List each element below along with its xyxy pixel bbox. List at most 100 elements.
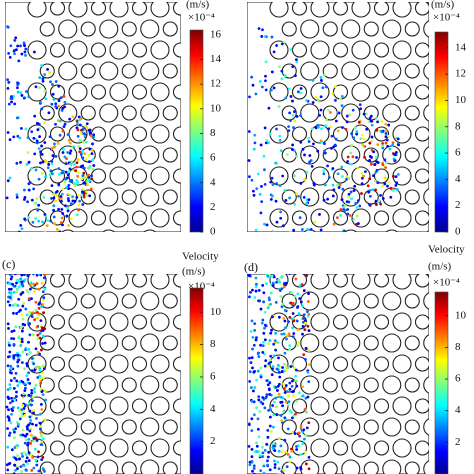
pillar [414,398,429,414]
tracer [296,305,300,308]
pillar [131,126,148,142]
tracer [365,112,368,116]
tracer [9,44,13,48]
tracer [15,161,19,165]
pillar [404,105,420,121]
tracer [263,352,266,356]
tracer [52,196,56,200]
tracer [24,307,28,311]
tracer [334,137,338,141]
tracer [299,181,303,185]
pillar [39,189,55,205]
tracer [29,453,33,457]
tracer [22,451,26,455]
tracer [272,50,276,54]
tracer [26,151,30,154]
tracer [12,94,16,98]
tracer [59,221,63,225]
tracer [32,439,35,443]
tracer [275,44,279,47]
colorbar-title: Velocity [182,251,219,263]
tracer [281,468,285,472]
pillar [332,398,349,414]
tracer [29,403,33,407]
tracer [252,413,256,417]
tracer [324,124,327,128]
tracer [31,422,34,426]
pillar [172,2,181,16]
tracer [60,109,64,112]
tracer [323,151,327,155]
tracer [20,329,24,333]
tracer [305,202,309,206]
tracer [34,347,38,351]
tracer [360,133,364,137]
pillar [121,419,137,435]
pillar [281,147,297,163]
tracer [292,110,296,114]
tracer [272,241,275,244]
tracer [38,76,42,79]
tracer [27,437,31,441]
tracer [317,125,320,129]
tracer [27,188,31,192]
tracer [59,96,63,100]
tracer [262,341,265,344]
tracer [261,28,264,32]
tracer [80,177,84,181]
tracer [29,167,33,170]
tracer [351,155,355,159]
pillar [286,231,293,232]
tracer [21,428,25,432]
tracer [17,59,21,63]
tracer [11,271,14,274]
tracer [384,122,388,126]
tracer [54,122,57,126]
tracer [23,278,27,282]
pillar [58,19,78,39]
pillar [131,42,148,58]
tracer [32,50,36,54]
tracer [272,354,276,358]
pillar [426,230,429,232]
tracer [37,274,41,276]
pillar [140,19,160,39]
tracer [265,139,269,142]
tracer [287,125,291,129]
tracer [82,171,86,175]
tracer [265,393,269,397]
tracer [302,289,306,292]
tracer [250,417,254,421]
tracer [277,278,281,282]
tracer [61,212,65,215]
pillar [310,274,330,290]
tracer [288,111,292,115]
tracer [291,326,295,330]
tracer [329,242,332,245]
tracer [275,127,278,131]
tracer [280,332,284,336]
tracer [295,192,299,196]
tracer [380,130,384,134]
tracer [50,245,53,248]
tracer [260,200,264,204]
tracer [295,466,299,470]
pillar [341,103,361,123]
tracer [383,182,387,186]
tracer [288,347,291,351]
pillar [322,21,338,37]
tracer [80,128,83,132]
tracer [38,412,42,416]
tracer [340,198,344,201]
tracer [383,176,387,180]
tracer [62,125,66,129]
tracer [334,119,338,123]
tracer [350,132,354,136]
tracer [37,287,41,291]
tracer [270,194,274,198]
tracer [79,132,83,135]
tracer [357,222,360,225]
tracer [268,358,272,362]
pillar [404,461,420,474]
tracer [26,237,29,240]
